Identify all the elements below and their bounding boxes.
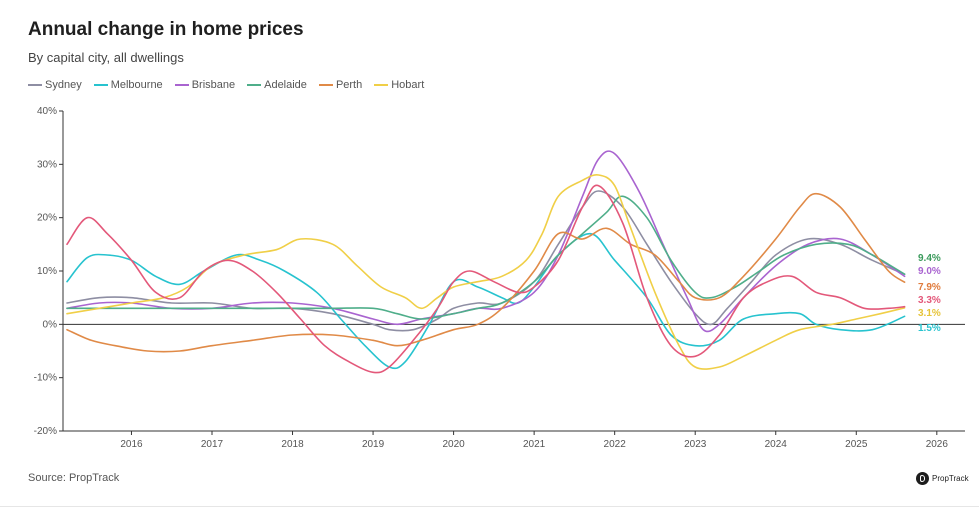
legend-item-adelaide: Adelaide <box>247 79 307 91</box>
legend-swatch <box>318 84 333 86</box>
x-tick-label: 2020 <box>442 439 465 450</box>
source-note: Source: PropTrack <box>28 472 120 484</box>
legend-swatch <box>28 84 42 86</box>
x-tick-label: 2026 <box>926 439 949 450</box>
end-label: 1.5% <box>918 323 941 334</box>
end-label: 9.4% <box>918 253 941 264</box>
y-tick-label: 40% <box>37 106 57 117</box>
series-line-adelaide <box>66 195 906 320</box>
series-line-brisbane <box>66 150 906 333</box>
end-label: 3.1% <box>918 308 941 319</box>
legend-swatch <box>93 84 108 86</box>
x-tick-label: 2024 <box>765 439 788 450</box>
legend-label: Brisbane <box>191 79 236 91</box>
chart-title: Annual change in home prices <box>28 19 304 40</box>
bottom-divider <box>0 506 979 507</box>
chart-subtitle: By capital city, all dwellings <box>28 50 184 65</box>
legend-item-hobart: Hobart <box>374 79 424 91</box>
end-label: 7.9% <box>918 282 941 293</box>
legend-label: Perth <box>335 79 363 91</box>
y-tick-label: 30% <box>37 159 57 170</box>
x-tick-label: 2016 <box>120 439 143 450</box>
line-chart: -20% -10% 0% 10% 20% 30% 40% 2016 2017 2018 2019 20… <box>34 106 965 450</box>
legend-swatch <box>374 84 389 86</box>
x-tick-label: 2021 <box>523 439 546 450</box>
legend-label: Hobart <box>391 79 425 91</box>
x-tick-label: 2017 <box>201 439 224 450</box>
series-line-melbourne <box>66 232 906 370</box>
x-tick-label: 2019 <box>362 439 385 450</box>
end-label: 9.0% <box>918 266 941 277</box>
legend-label: Melbourne <box>110 79 163 91</box>
x-tick-label: 2018 <box>281 439 304 450</box>
brand-name: PropTrack <box>932 474 969 483</box>
x-tick-label: 2025 <box>845 439 868 450</box>
y-tick-label: -10% <box>34 373 57 384</box>
y-tick-label: 20% <box>37 213 57 224</box>
series-line-pink <box>66 184 906 374</box>
legend-item-perth: Perth <box>318 79 363 91</box>
proptrack-logo-icon <box>916 472 929 485</box>
legend-swatch <box>174 84 189 86</box>
series-line-hobart <box>66 174 906 370</box>
legend-swatch <box>247 84 262 86</box>
x-tick-label: 2023 <box>684 439 707 450</box>
y-tick-label: 10% <box>37 266 57 277</box>
chart-legend: Sydney Melbourne Brisbane Adelaide Perth Hoba… <box>28 79 424 91</box>
brand-logo: PropTrack <box>916 472 969 485</box>
end-label: 3.3% <box>918 295 941 306</box>
y-tick-label: 0% <box>43 319 58 330</box>
x-tick-label: 2022 <box>604 439 627 450</box>
legend-item-sydney: Sydney <box>28 79 82 91</box>
legend-label: Sydney <box>45 79 82 91</box>
series-line-perth <box>66 192 906 353</box>
y-tick-label: -20% <box>34 426 57 437</box>
legend-label: Adelaide <box>264 79 307 91</box>
legend-item-brisbane: Brisbane <box>174 79 236 91</box>
legend-item-melbourne: Melbourne <box>93 79 163 91</box>
